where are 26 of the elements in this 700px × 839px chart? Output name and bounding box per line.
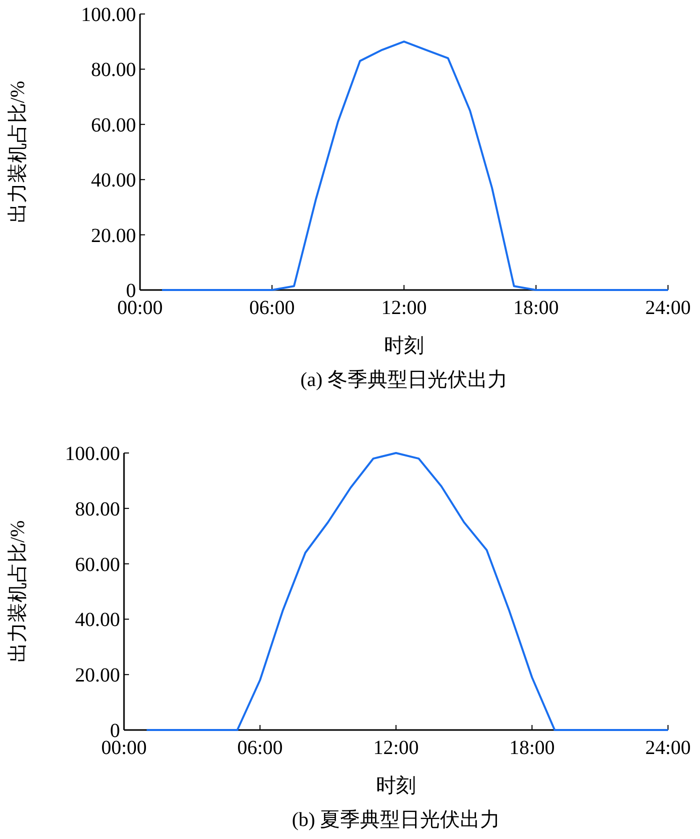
x-axis-title: 时刻: [384, 335, 424, 357]
x-tick-label: 06:00: [249, 297, 295, 319]
y-tick-label: 20.00: [75, 664, 120, 687]
y-tick-label: 80.00: [75, 498, 120, 520]
x-axis-title: 时刻: [376, 775, 416, 797]
y-tick-label: 100.00: [65, 443, 120, 465]
y-axis-title: 出力装机占比/%: [7, 80, 29, 224]
x-tick-label: 18:00: [509, 737, 555, 759]
y-tick-label: 40.00: [91, 170, 136, 192]
x-tick-label: 12:00: [373, 737, 419, 759]
y-tick-label: 60.00: [75, 554, 120, 576]
y-tick-label: 20.00: [91, 224, 136, 247]
y-axis-title: 出力装机占比/%: [7, 520, 29, 663]
y-tick-label: 100.00: [81, 4, 136, 26]
y-tick-label: 80.00: [91, 59, 136, 82]
x-tick-label: 24:00: [645, 737, 691, 759]
y-tick-label: 40.00: [75, 609, 120, 632]
x-tick-label: 06:00: [237, 737, 283, 759]
x-tick-label: 18:00: [513, 297, 559, 319]
line-series: [161, 40, 669, 291]
text: (b) 夏季典型日光伏出力: [292, 809, 500, 831]
x-tick-label: 12:00: [381, 297, 427, 319]
x-tick-label: 24:00: [645, 297, 691, 319]
text: (a) 冬季典型日光伏出力: [300, 369, 508, 391]
y-tick-label: 60.00: [91, 114, 136, 136]
line-series: [146, 452, 669, 731]
